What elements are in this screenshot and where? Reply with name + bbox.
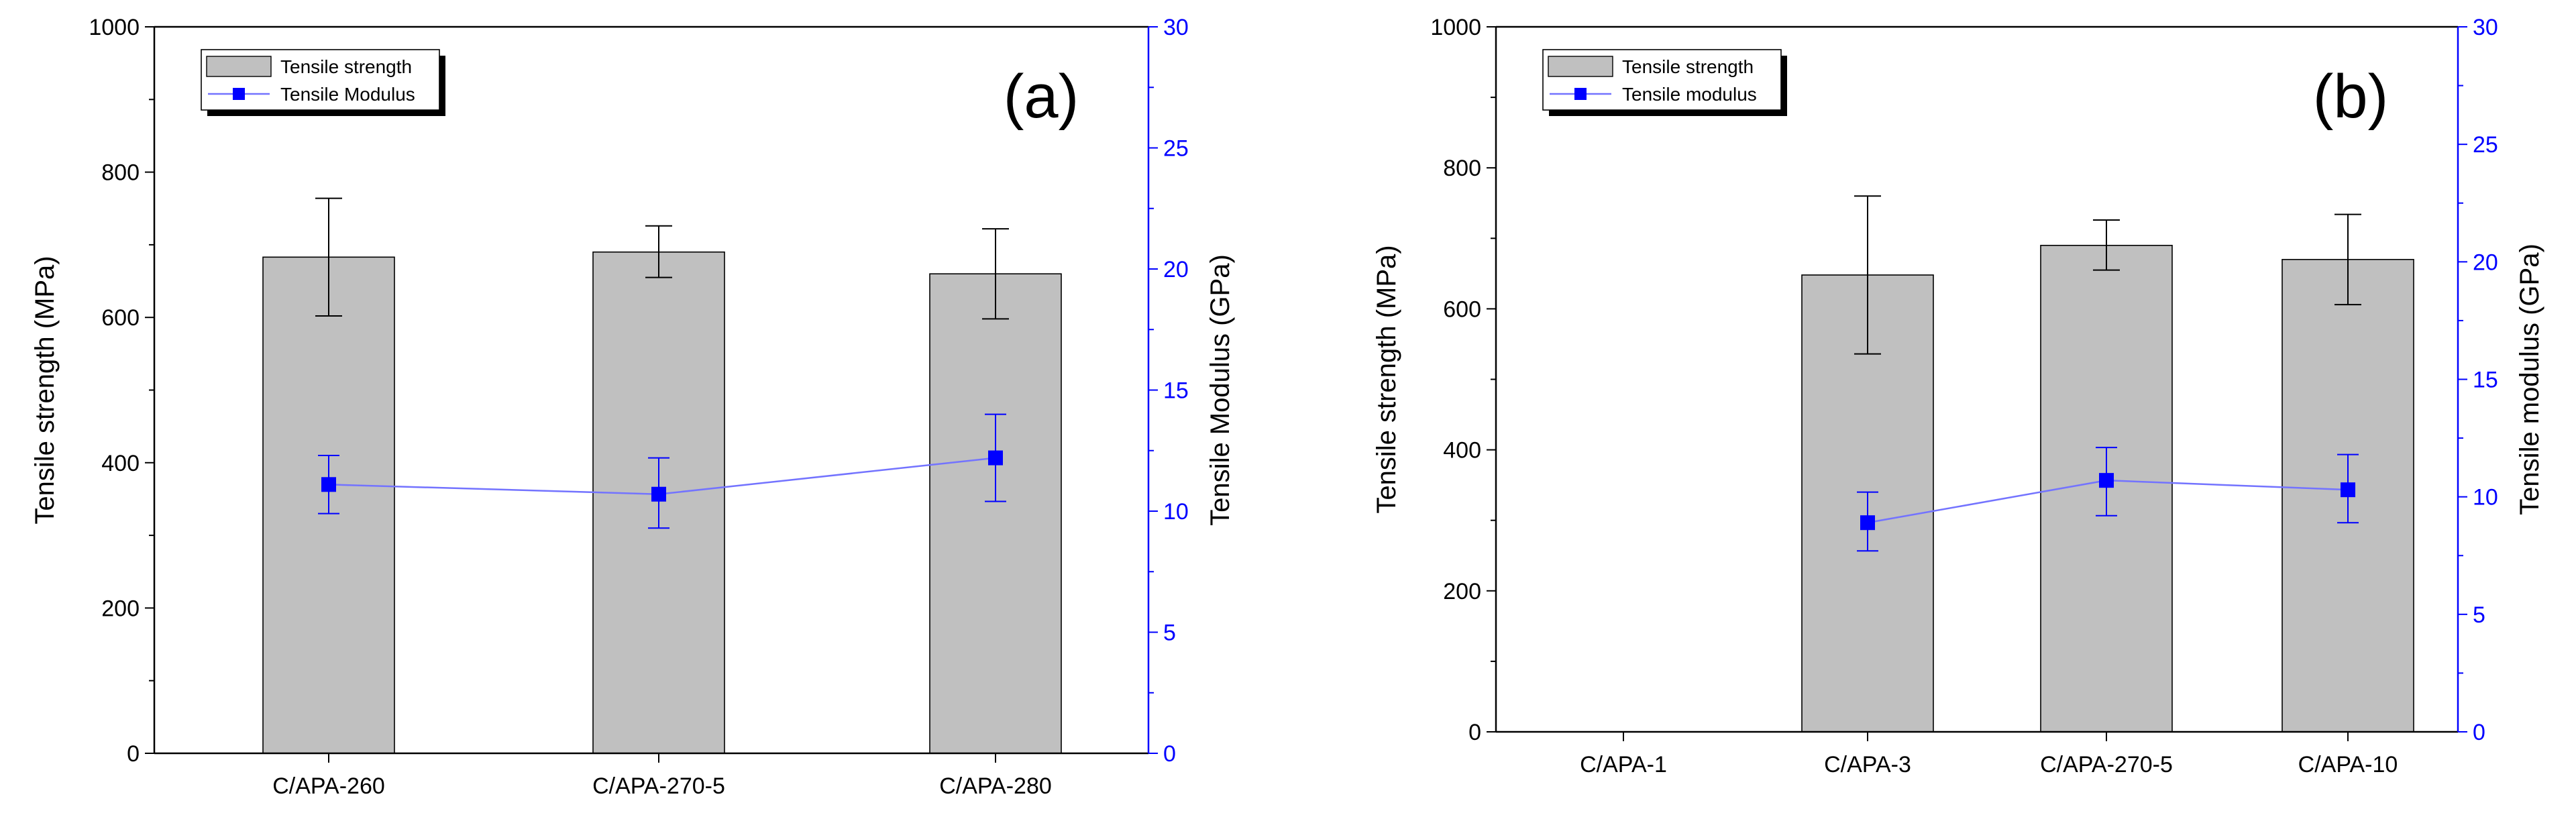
x-tick-label: C/APA-3 bbox=[1824, 752, 1911, 777]
marker-tensile-modulus bbox=[2099, 473, 2114, 488]
legend-label-strength: Tensile strength bbox=[1622, 56, 1754, 77]
y-axis-title-left: Tensile strength (MPa) bbox=[30, 256, 60, 524]
y-tick-label-left: 800 bbox=[1443, 156, 1481, 181]
y-axis-title-left: Tensile strength (MPa) bbox=[1372, 245, 1401, 513]
y-tick-label-right: 10 bbox=[1163, 499, 1189, 525]
y-tick-label-right: 0 bbox=[2473, 720, 2485, 745]
legend-label-modulus: Tensile Modulus bbox=[280, 84, 415, 105]
panel-a: 0 200 400 600 800 1000 0 5 10 15 20 25 30 C/APA-260 C/… bbox=[30, 15, 1235, 799]
legend-label-modulus: Tensile modulus bbox=[1622, 84, 1757, 105]
y-tick-label-left: 400 bbox=[101, 451, 140, 476]
y-axis-title-right: Tensile modulus (GPa) bbox=[2515, 243, 2544, 515]
panel-label: (b) bbox=[2313, 62, 2388, 131]
y-tick-label-left: 1000 bbox=[1430, 15, 1481, 40]
legend-swatch-marker bbox=[1574, 88, 1587, 100]
y-tick-label-right: 25 bbox=[1163, 136, 1189, 162]
marker-tensile-modulus bbox=[2341, 482, 2355, 498]
marker-tensile-modulus bbox=[651, 486, 666, 502]
x-tick-label: C/APA-10 bbox=[2298, 752, 2398, 777]
x-tick-label: C/APA-260 bbox=[272, 773, 385, 799]
x-tick-label: C/APA-280 bbox=[939, 773, 1052, 799]
y-tick-label-left: 1000 bbox=[89, 15, 140, 40]
y-tick-label-right: 20 bbox=[1163, 257, 1189, 282]
y-tick-label-right: 5 bbox=[2473, 602, 2485, 628]
marker-tensile-modulus bbox=[321, 477, 336, 492]
y-tick-label-right: 0 bbox=[1163, 741, 1176, 767]
marker-tensile-modulus bbox=[1860, 515, 1875, 531]
y-axis-title-right: Tensile Modulus (GPa) bbox=[1205, 254, 1235, 526]
y-tick-label-right: 15 bbox=[2473, 368, 2498, 393]
y-tick-label-right: 30 bbox=[2473, 15, 2498, 40]
x-tick-label: C/APA-270-5 bbox=[2040, 752, 2173, 777]
y-tick-label-right: 25 bbox=[2473, 132, 2498, 158]
marker-tensile-modulus bbox=[988, 450, 1003, 466]
y-tick-label-right: 20 bbox=[2473, 250, 2498, 275]
y-tick-label-right: 30 bbox=[1163, 15, 1189, 40]
bar-tensile-strength bbox=[929, 273, 1062, 754]
y-tick-label-left: 200 bbox=[1443, 579, 1481, 604]
x-tick-label: C/APA-1 bbox=[1580, 752, 1667, 777]
legend-swatch-bar bbox=[1548, 56, 1613, 77]
y-tick-label-left: 0 bbox=[127, 741, 140, 767]
x-tick-label: C/APA-270-5 bbox=[592, 773, 725, 799]
y-tick-label-right: 10 bbox=[2473, 485, 2498, 510]
legend-swatch-bar bbox=[206, 56, 272, 77]
y-tick-label-right: 5 bbox=[1163, 620, 1176, 646]
y-tick-label-left: 0 bbox=[1468, 720, 1481, 745]
y-tick-label-left: 600 bbox=[101, 305, 140, 331]
panel-label: (a) bbox=[1004, 62, 1079, 131]
panel-b: 0 200 400 600 800 1000 0 5 10 15 20 25 30 C/APA-1 C/AP… bbox=[1372, 15, 2544, 777]
y-tick-label-left: 600 bbox=[1443, 296, 1481, 322]
y-tick-label-left: 200 bbox=[101, 596, 140, 621]
legend-swatch-marker bbox=[233, 88, 245, 100]
y-tick-label-left: 400 bbox=[1443, 438, 1481, 464]
y-tick-label-left: 800 bbox=[101, 160, 140, 186]
y-tick-label-right: 15 bbox=[1163, 378, 1189, 404]
legend-label-strength: Tensile strength bbox=[280, 56, 412, 77]
